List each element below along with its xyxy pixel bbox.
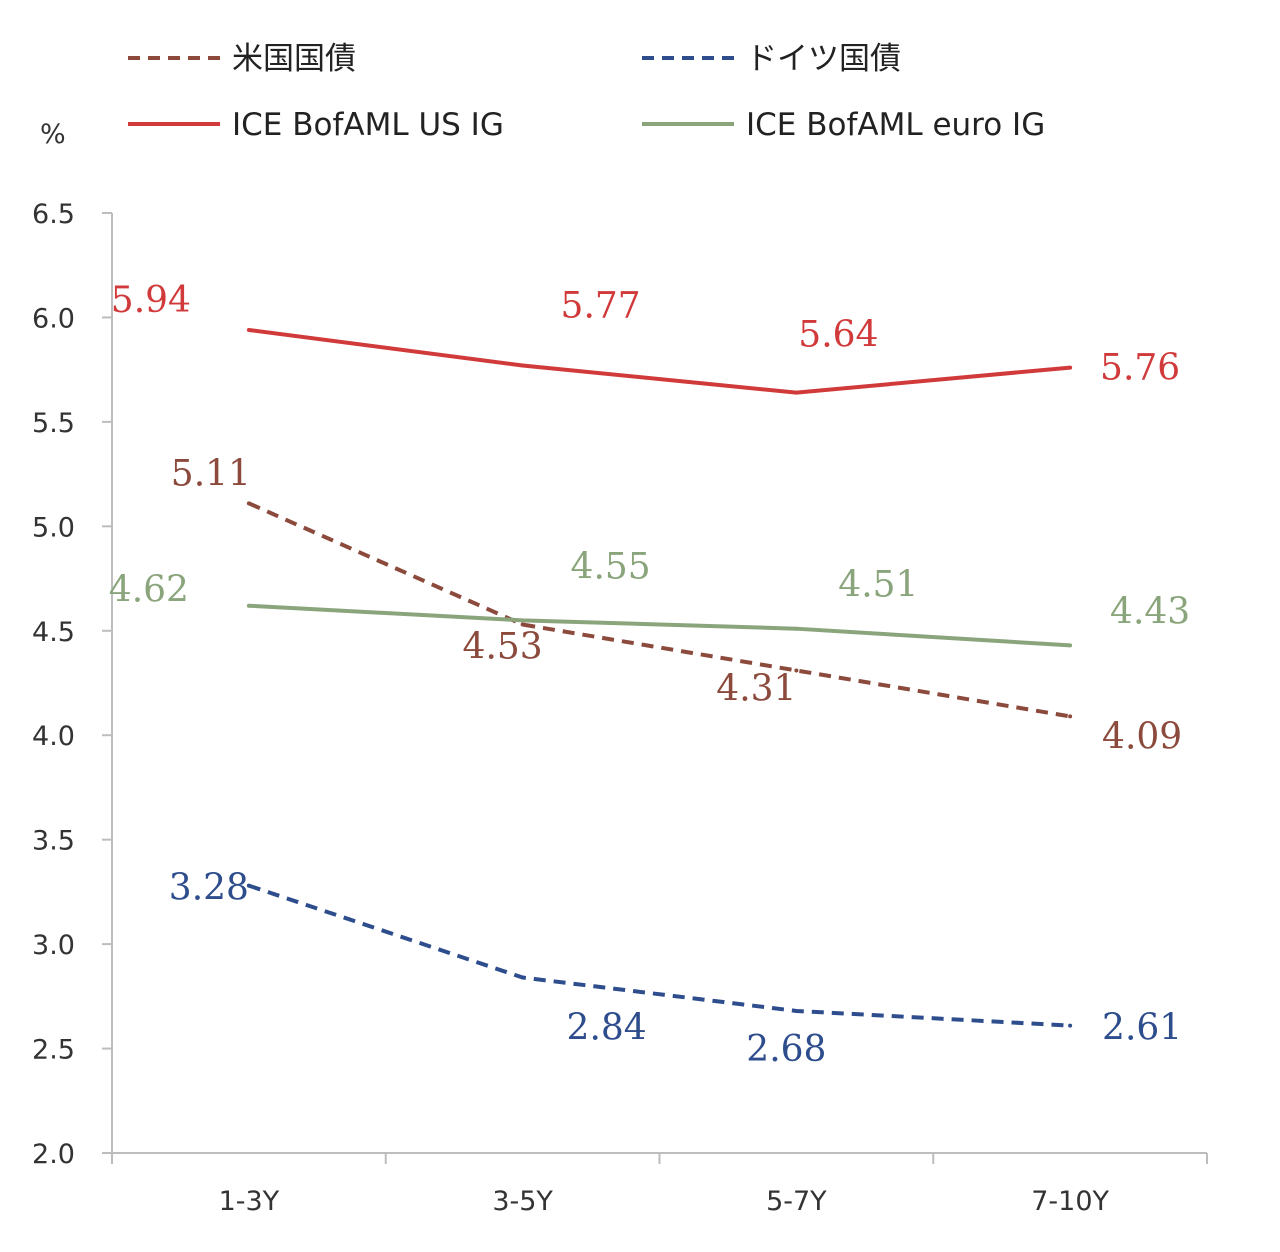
x-category-label: 1-3Y: [219, 1186, 280, 1217]
data-label: 2.68: [746, 1029, 826, 1070]
data-point: [246, 883, 251, 888]
y-tick-label: 3.5: [32, 826, 75, 857]
y-axis-unit-label: %: [40, 119, 66, 150]
data-label: 4.51: [838, 565, 918, 606]
legend-label-1: ドイツ国債: [746, 41, 901, 77]
data-point: [520, 975, 525, 980]
data-point: [520, 618, 525, 623]
data-point: [246, 327, 251, 332]
data-point: [246, 501, 251, 506]
data-label: 4.53: [463, 627, 543, 668]
data-label: 4.31: [716, 668, 796, 709]
legend: 米国国債 ドイツ国債 ICE BofAML US IG ICE BofAML euro…: [128, 41, 1045, 143]
data-label: 5.76: [1100, 348, 1180, 389]
y-tick-label: 5.0: [32, 512, 75, 543]
data-point: [794, 668, 799, 673]
data-point: [1068, 365, 1073, 370]
data-label: 2.61: [1102, 1008, 1182, 1049]
data-point: [794, 1008, 799, 1013]
y-tick-label: 5.5: [32, 408, 75, 439]
data-label: 5.77: [561, 285, 641, 326]
data-label: 5.94: [111, 280, 191, 321]
series-lines: [246, 327, 1073, 1028]
x-category-label: 5-7Y: [766, 1186, 827, 1217]
data-label: 4.55: [571, 546, 651, 587]
data-label: 2.84: [567, 1008, 647, 1049]
data-label: 4.09: [1102, 716, 1182, 757]
data-labels: 5.11 4.53 4.31 4.09 3.28 2.84 2.68 2.61 5.94 5.77…: [109, 280, 1190, 1070]
data-label: 4.62: [109, 570, 189, 611]
data-label: 3.28: [169, 868, 249, 909]
y-tick-label: 6.5: [32, 199, 75, 230]
data-label: 4.43: [1110, 591, 1190, 632]
y-tick-label: 6.0: [32, 303, 75, 334]
series-line-0: [248, 501, 1071, 719]
y-axis: 6.5 6.0 5.5 5.0 4.5 4.0 3.5 3.0 2.5 2.0: [32, 199, 113, 1170]
series-line-2: [248, 327, 1071, 395]
legend-label-2: ICE BofAML US IG: [232, 107, 504, 143]
x-category-label: 3-5Y: [492, 1186, 553, 1217]
x-axis: 1-3Y 3-5Y 5-7Y 7-10Y: [111, 1152, 1208, 1217]
data-point: [520, 363, 525, 368]
series-line-3: [248, 603, 1071, 648]
data-label: 5.11: [171, 453, 251, 494]
data-point: [1068, 643, 1073, 648]
y-tick-label: 2.0: [32, 1139, 75, 1170]
legend-label-3: ICE BofAML euro IG: [746, 107, 1045, 143]
y-tick-label: 4.5: [32, 617, 75, 648]
y-tick-label: 2.5: [32, 1035, 75, 1066]
data-label: 5.64: [798, 315, 878, 356]
data-point: [246, 603, 251, 608]
x-category-label: 7-10Y: [1031, 1186, 1109, 1217]
y-tick-label: 4.0: [32, 721, 75, 752]
data-point: [1068, 1023, 1073, 1028]
y-tick-label: 3.0: [32, 930, 75, 961]
legend-label-0: 米国国債: [232, 41, 356, 77]
data-point: [794, 390, 799, 395]
data-point: [794, 626, 799, 631]
data-point: [520, 622, 525, 627]
series-line-1: [248, 883, 1071, 1028]
data-point: [1068, 714, 1073, 719]
